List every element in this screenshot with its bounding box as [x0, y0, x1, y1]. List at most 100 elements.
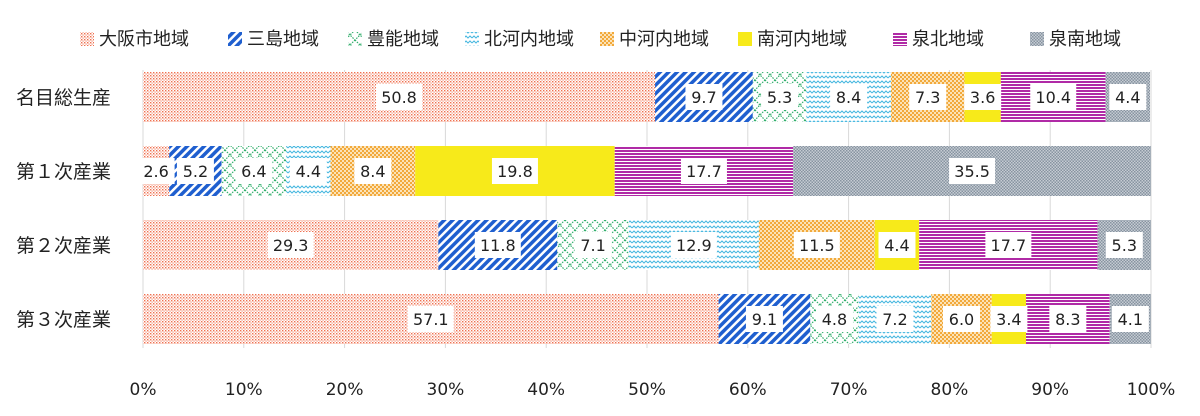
- data-label-box: [176, 158, 214, 184]
- data-label-box: [964, 84, 1002, 110]
- legend-swatch: [348, 32, 362, 46]
- data-label-text: 3.6: [970, 88, 995, 107]
- data-label: 8.4: [830, 84, 868, 110]
- data-label: 8.3: [1049, 306, 1087, 332]
- data-label-box: [491, 158, 538, 184]
- data-label: 19.8: [491, 158, 538, 184]
- legend: 大阪市地域 三島地域 豊能地域 北河内地域 中河内地域 南河内地域 泉北地域 泉南地域: [80, 29, 1121, 50]
- legend-label: 中河内地域: [619, 29, 709, 50]
- x-tick-label: 30%: [427, 380, 465, 400]
- legend-label: 北河内地域: [484, 29, 574, 50]
- legend-swatch: [465, 32, 479, 46]
- x-axis-ticks: 0% 10% 20% 30% 40% 50% 60% 70% 80% 90% 100%: [130, 380, 1176, 400]
- data-label: 7.2: [876, 306, 914, 332]
- data-label: 9.1: [745, 306, 783, 332]
- data-label-box: [670, 232, 717, 258]
- legend-item: 豊能地域: [348, 29, 439, 50]
- data-label-box: [1109, 84, 1147, 110]
- data-label: 7.3: [909, 84, 947, 110]
- legend-label: 大阪市地域: [99, 29, 189, 50]
- data-label-box: [680, 158, 727, 184]
- x-tick-label: 70%: [830, 380, 868, 400]
- data-label-box: [235, 158, 273, 184]
- legend-item: 北河内地域: [465, 29, 574, 50]
- data-label-text: 8.4: [836, 88, 861, 107]
- data-label-text: 17.7: [991, 236, 1027, 255]
- data-label: 6.4: [235, 158, 273, 184]
- data-label-text: 4.4: [1115, 88, 1140, 107]
- legend-swatch: [1030, 32, 1044, 46]
- data-label-text: 10.4: [1035, 88, 1071, 107]
- data-label-text: 6.4: [241, 162, 266, 181]
- data-label-text: 5.3: [1112, 236, 1137, 255]
- data-label: 11.5: [793, 232, 840, 258]
- data-label: 4.1: [1111, 306, 1149, 332]
- data-label: 7.1: [574, 232, 612, 258]
- data-label-box: [830, 84, 868, 110]
- data-label-text: 9.7: [691, 88, 716, 107]
- category-label: 名目総生産: [16, 87, 111, 109]
- data-label-box: [474, 232, 521, 258]
- x-tick-label: 40%: [527, 380, 565, 400]
- data-labels: 50.8 9.7 5.3 8.4 7.3 3.6 10.4 4.4 2.6 5.2 6.4 4.4 8.…: [137, 84, 1149, 332]
- legend-label: 泉北地域: [912, 29, 984, 50]
- x-tick-label: 20%: [326, 380, 364, 400]
- x-tick-label: 10%: [225, 380, 263, 400]
- data-label-text: 4.4: [884, 236, 909, 255]
- data-label-text: 4.4: [296, 162, 321, 181]
- data-label: 50.8: [376, 84, 423, 110]
- data-label-text: 11.8: [480, 236, 516, 255]
- data-label: 17.7: [985, 232, 1032, 258]
- data-label-text: 7.2: [882, 310, 907, 329]
- legend-item: 中河内地域: [600, 29, 709, 50]
- x-tick-label: 90%: [1031, 380, 1069, 400]
- data-label-box: [793, 232, 840, 258]
- data-label-box: [354, 158, 392, 184]
- data-label-box: [376, 84, 423, 110]
- data-label: 6.0: [942, 306, 980, 332]
- data-label-text: 5.2: [183, 162, 208, 181]
- data-label-box: [878, 232, 916, 258]
- data-label-box: [1030, 84, 1077, 110]
- data-label-text: 9.1: [752, 310, 777, 329]
- data-label-box: [685, 84, 723, 110]
- data-label-text: 4.1: [1118, 310, 1143, 329]
- data-label-text: 35.5: [954, 162, 990, 181]
- category-label: 第１次産業: [16, 161, 111, 183]
- data-label: 8.4: [354, 158, 392, 184]
- legend-item: 泉南地域: [1030, 29, 1121, 50]
- data-label: 29.3: [267, 232, 314, 258]
- data-label-box: [267, 232, 314, 258]
- data-label-text: 12.9: [676, 236, 712, 255]
- data-label: 12.9: [670, 232, 717, 258]
- legend-swatch: [738, 32, 752, 46]
- data-label-text: 7.1: [580, 236, 605, 255]
- legend-label: 三島地域: [247, 29, 319, 50]
- data-label: 4.4: [878, 232, 916, 258]
- data-label-box: [574, 232, 612, 258]
- data-label: 5.3: [761, 84, 799, 110]
- data-label: 57.1: [407, 306, 454, 332]
- legend-label: 泉南地域: [1049, 29, 1121, 50]
- data-label-box: [815, 306, 853, 332]
- data-label-text: 2.6: [143, 162, 168, 181]
- legend-swatch: [228, 32, 242, 46]
- x-tick-label: 50%: [628, 380, 666, 400]
- x-tick-label: 60%: [729, 380, 767, 400]
- data-label-box: [745, 306, 783, 332]
- data-label: 2.6: [137, 158, 175, 184]
- legend-item: 大阪市地域: [80, 29, 189, 50]
- legend-item: 三島地域: [228, 29, 319, 50]
- category-label: 第２次産業: [16, 235, 111, 257]
- data-label-box: [1111, 306, 1149, 332]
- data-label-box: [949, 158, 996, 184]
- data-label-text: 8.4: [360, 162, 385, 181]
- x-tick-label: 0%: [130, 380, 157, 400]
- data-label-text: 29.3: [273, 236, 309, 255]
- data-label-text: 19.8: [497, 162, 533, 181]
- data-label: 4.4: [289, 158, 327, 184]
- data-label-box: [876, 306, 914, 332]
- data-label-box: [985, 232, 1032, 258]
